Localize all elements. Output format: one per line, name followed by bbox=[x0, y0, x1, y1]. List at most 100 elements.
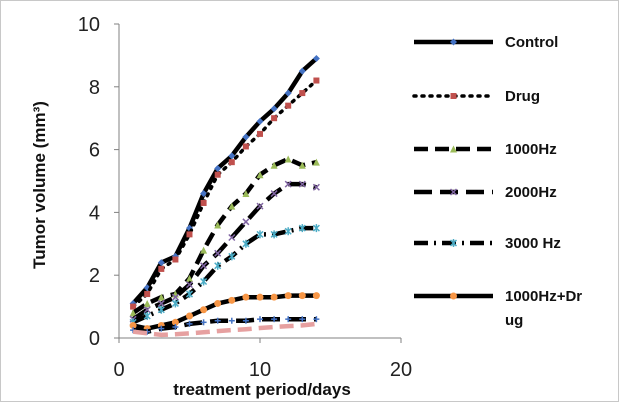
data-point-stroke bbox=[143, 306, 151, 314]
data-point bbox=[284, 180, 292, 188]
y-tick-label: 0 bbox=[89, 328, 100, 350]
axes: 0 2 4 6 8 10 0 10 20 bbox=[78, 14, 412, 381]
data-point-stroke bbox=[228, 233, 236, 242]
x-axis-title: treatment period/days bbox=[173, 380, 351, 399]
data-point bbox=[129, 321, 137, 329]
y-tick-label: 10 bbox=[78, 14, 100, 36]
series-unlabeled-7 bbox=[132, 321, 317, 338]
data-point bbox=[200, 246, 208, 254]
data-point-stroke bbox=[242, 218, 250, 226]
x-tick-label: 10 bbox=[249, 359, 271, 381]
legend-item: Drug bbox=[412, 88, 540, 105]
data-point-stroke bbox=[298, 180, 306, 188]
data-point bbox=[228, 202, 236, 210]
data-point bbox=[256, 202, 264, 210]
data-point bbox=[312, 292, 320, 300]
data-point bbox=[242, 218, 250, 226]
legend-label: 3000 Hz bbox=[505, 235, 561, 252]
data-point bbox=[299, 90, 306, 97]
data-point bbox=[312, 55, 320, 63]
legend-item: 2000Hz bbox=[414, 184, 557, 201]
data-point bbox=[450, 38, 457, 46]
data-point bbox=[186, 274, 193, 282]
data-point-stroke bbox=[157, 299, 165, 307]
legend-label: 1000Hz bbox=[505, 141, 557, 158]
data-point bbox=[200, 306, 208, 314]
data-point bbox=[158, 265, 165, 272]
data-point bbox=[449, 239, 458, 247]
data-point bbox=[298, 161, 306, 169]
legend-label: Control bbox=[505, 34, 558, 51]
data-point-stroke bbox=[312, 183, 320, 191]
data-point bbox=[312, 224, 320, 233]
data-point bbox=[214, 164, 222, 172]
data-point bbox=[200, 319, 207, 326]
legend-label: Drug bbox=[505, 88, 540, 105]
data-point bbox=[271, 316, 278, 323]
series-line bbox=[131, 181, 317, 322]
data-point-stroke bbox=[270, 190, 278, 198]
data-point bbox=[284, 292, 292, 300]
data-point bbox=[130, 303, 137, 310]
data-point bbox=[257, 316, 263, 323]
data-point bbox=[270, 293, 278, 301]
data-point bbox=[242, 317, 249, 324]
data-point-stroke bbox=[214, 249, 222, 257]
data-point bbox=[242, 293, 250, 301]
data-point bbox=[242, 239, 250, 248]
series-drug bbox=[130, 77, 320, 310]
data-point bbox=[450, 93, 457, 99]
data-point bbox=[242, 143, 249, 150]
data-point bbox=[285, 316, 292, 323]
data-point bbox=[242, 190, 250, 198]
y-tick-label: 6 bbox=[89, 140, 100, 162]
data-point bbox=[186, 312, 193, 320]
data-point bbox=[449, 188, 458, 196]
legend-item: 1000Hz bbox=[414, 141, 557, 158]
y-tick-label: 8 bbox=[89, 77, 100, 99]
x-tick-label: 20 bbox=[390, 359, 412, 381]
data-point bbox=[228, 159, 235, 166]
series-line bbox=[131, 78, 319, 309]
data-point bbox=[157, 305, 165, 314]
data-point bbox=[312, 158, 320, 166]
data-point bbox=[284, 89, 292, 97]
legend-item: 3000 Hz bbox=[414, 235, 561, 252]
data-point bbox=[284, 155, 292, 163]
data-point bbox=[298, 67, 306, 75]
data-point bbox=[298, 224, 306, 233]
series-control bbox=[129, 55, 320, 307]
legend-label: 1000Hz+Dr ug bbox=[505, 288, 582, 329]
data-point bbox=[143, 306, 151, 314]
data-point bbox=[157, 299, 165, 307]
data-point bbox=[172, 256, 179, 263]
x-tick-label: 0 bbox=[113, 359, 124, 381]
data-point-stroke bbox=[185, 281, 194, 289]
y-tick-label: 4 bbox=[89, 202, 100, 224]
data-point bbox=[129, 309, 137, 317]
data-point bbox=[200, 199, 207, 206]
data-point bbox=[256, 230, 264, 239]
data-point bbox=[284, 227, 292, 236]
data-point bbox=[312, 183, 320, 191]
series-line bbox=[132, 321, 317, 338]
data-point bbox=[185, 290, 194, 299]
data-point bbox=[143, 299, 151, 307]
data-point bbox=[157, 259, 165, 267]
data-point bbox=[214, 171, 221, 178]
data-point bbox=[214, 249, 222, 257]
y-tick-label: 2 bbox=[89, 265, 100, 287]
data-point bbox=[185, 281, 194, 289]
data-point bbox=[298, 292, 306, 300]
legend-item: Control bbox=[414, 34, 558, 51]
legend-item: 1000Hz+Dr ug bbox=[414, 288, 582, 329]
data-point-stroke bbox=[449, 188, 458, 196]
data-point bbox=[270, 230, 278, 239]
series-2000hz bbox=[129, 180, 320, 323]
data-point bbox=[171, 293, 179, 301]
data-point-stroke bbox=[284, 180, 292, 188]
data-point bbox=[270, 190, 278, 198]
data-point bbox=[271, 115, 278, 122]
data-point bbox=[257, 130, 263, 137]
